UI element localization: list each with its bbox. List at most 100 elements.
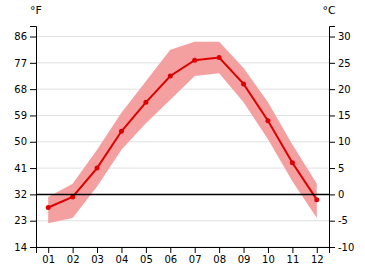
marker [70, 195, 75, 200]
tick-label: 68 [14, 84, 27, 95]
tick-mark [30, 247, 36, 248]
band [48, 42, 317, 224]
tick: 03 [91, 247, 104, 265]
tick-label: 11 [287, 254, 300, 265]
tick: 25 [329, 58, 351, 69]
tick-label: 41 [14, 163, 27, 174]
tick-label: 15 [338, 110, 351, 121]
grid-line [36, 36, 329, 37]
tick: 30 [329, 31, 351, 42]
tick-mark [30, 89, 36, 90]
tick-label: 86 [14, 31, 27, 42]
tick-mark [97, 247, 98, 253]
marker [192, 58, 197, 63]
marker [265, 118, 270, 123]
tick-mark [195, 247, 196, 253]
tick-mark [317, 247, 318, 253]
tick-mark [329, 221, 335, 222]
tick-mark [329, 89, 335, 90]
data-layer [36, 42, 329, 224]
tick: 09 [238, 247, 251, 265]
chart: 010203040506070809101112-10-505101520253… [0, 0, 365, 273]
tick-label: 20 [338, 84, 351, 95]
tick-mark [268, 247, 269, 253]
tick-label: 0 [338, 189, 344, 200]
tick-label: 02 [67, 254, 80, 265]
tick: -5 [329, 215, 348, 226]
tick-label: 12 [311, 254, 324, 265]
axis-line [37, 248, 330, 254]
tick: 06 [164, 247, 177, 265]
tick-mark [329, 194, 335, 195]
tick-mark [329, 142, 335, 143]
axis-line [30, 27, 37, 248]
markers [46, 55, 320, 210]
tick-label: 10 [338, 136, 351, 147]
tick-label: 08 [213, 254, 226, 265]
tick-label: 03 [91, 254, 104, 265]
tick: 14 [14, 242, 36, 253]
grid-line [36, 115, 329, 116]
axis-title: °C [322, 4, 336, 17]
tick-label: 59 [14, 110, 27, 121]
line [48, 58, 317, 208]
tick-mark [30, 37, 36, 38]
tick-label: 14 [14, 242, 27, 253]
tick-label: 77 [14, 58, 27, 69]
tick-label: 09 [238, 254, 251, 265]
tick-mark [73, 247, 74, 253]
tick-mark [329, 37, 335, 38]
tick: 07 [189, 247, 202, 265]
marker [46, 205, 51, 210]
tick-label: 23 [14, 215, 27, 226]
marker [95, 166, 100, 171]
tick: 10 [262, 247, 275, 265]
tick-mark [48, 247, 49, 253]
tick-mark [292, 247, 293, 253]
tick-mark [146, 247, 147, 253]
tick-mark [329, 63, 335, 64]
tick-mark [30, 221, 36, 222]
marker [290, 160, 295, 165]
tick: 68 [14, 84, 36, 95]
tick: 5 [329, 163, 344, 174]
tick-label: 32 [14, 189, 27, 200]
tick-label: 25 [338, 58, 351, 69]
tick-label: 5 [338, 163, 344, 174]
marker [168, 73, 173, 78]
y2-axis: 142332415059687786 [14, 27, 36, 253]
grid [36, 37, 329, 247]
tick-mark [30, 142, 36, 143]
tick-label: 30 [338, 31, 351, 42]
marker [241, 81, 246, 86]
grid-line [36, 89, 329, 90]
grid-line [36, 220, 329, 221]
tick: 02 [67, 247, 80, 265]
tick: 86 [14, 31, 36, 42]
tick: 08 [213, 247, 226, 265]
tick-label: 10 [262, 254, 275, 265]
tick: 59 [14, 110, 36, 121]
tick: 01 [42, 247, 55, 265]
tick: 20 [329, 84, 351, 95]
marker [143, 100, 148, 105]
tick: 11 [287, 247, 300, 265]
tick: 15 [329, 110, 351, 121]
tick-label: 04 [116, 254, 129, 265]
tick: 23 [14, 215, 36, 226]
tick-mark [30, 115, 36, 116]
marker [119, 129, 124, 134]
y-axis: -10-5051015202530 [329, 27, 354, 253]
tick: 32 [14, 189, 36, 200]
tick-label: 05 [140, 254, 153, 265]
tick: 04 [116, 247, 129, 265]
tick-label: 07 [189, 254, 202, 265]
grid-line [36, 194, 329, 195]
marker [217, 55, 222, 60]
tick: 12 [311, 247, 324, 265]
plot-area: 010203040506070809101112-10-505101520253… [14, 27, 354, 266]
tick-label: 01 [42, 254, 55, 265]
tick-mark [30, 168, 36, 169]
tick: 41 [14, 163, 36, 174]
tick: 05 [140, 247, 153, 265]
